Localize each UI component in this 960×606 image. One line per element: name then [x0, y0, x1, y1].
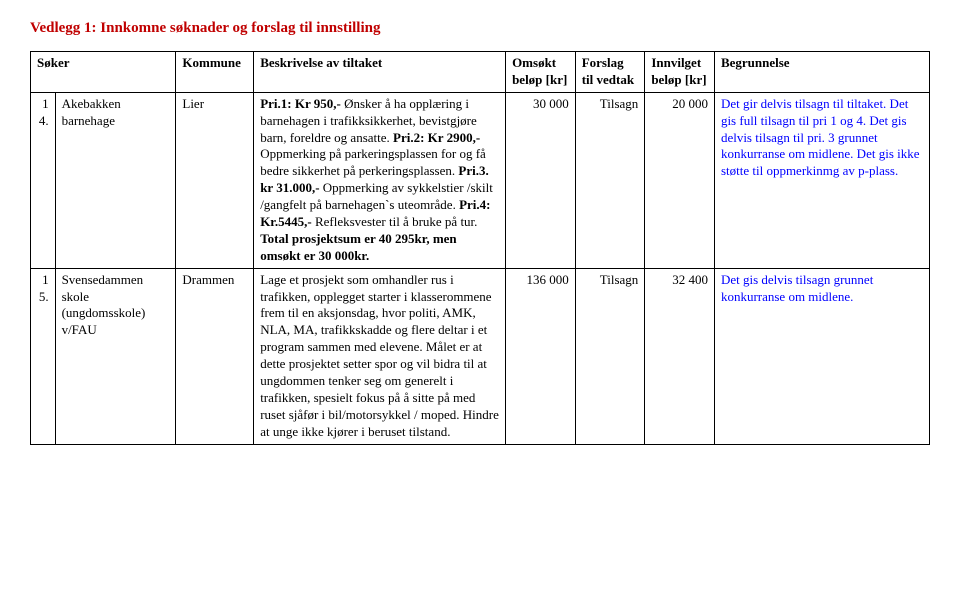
col-forslag-header: Forslag til vedtak — [575, 52, 645, 93]
pri2-label: Pri.2: Kr 2900,- — [393, 130, 480, 145]
page-title: Vedlegg 1: Innkomne søknader og forslag … — [30, 20, 930, 37]
row-omsokt: 136 000 — [506, 268, 576, 444]
table-row: 14. Akebakken barnehage Lier Pri.1: Kr 9… — [31, 92, 930, 268]
innvilget-l2: beløp [kr] — [651, 72, 706, 87]
row-omsokt: 30 000 — [506, 92, 576, 268]
col-beskrivelse-header: Beskrivelse av tiltaket — [254, 52, 506, 93]
row-kommune: Drammen — [176, 268, 254, 444]
row-begrunnelse: Det gir delvis tilsagn til tiltaket. Det… — [714, 92, 929, 268]
omsokt-l1: Omsøkt — [512, 55, 556, 70]
row-begrunnelse: Det gis delvis tilsagn grunnet konkurran… — [714, 268, 929, 444]
row-innvilget: 20 000 — [645, 92, 715, 268]
total-text: Total prosjektsum er 40 295kr, men omsøk… — [260, 231, 456, 263]
pri4-text: Refleksvester til å bruke på tur. — [312, 214, 478, 229]
row-num: 14. — [31, 92, 56, 268]
col-innvilget-header: Innvilget beløp [kr] — [645, 52, 715, 93]
row-soker: Svensedammen skole (ungdomsskole) v/FAU — [55, 268, 176, 444]
col-begrunnelse-header: Begrunnelse — [714, 52, 929, 93]
table-row: 15. Svensedammen skole (ungdomsskole) v/… — [31, 268, 930, 444]
row-beskrivelse: Lage et prosjekt som omhandler rus i tra… — [254, 268, 506, 444]
row-forslag: Tilsagn — [575, 268, 645, 444]
omsokt-l2: beløp [kr] — [512, 72, 567, 87]
row-innvilget: 32 400 — [645, 268, 715, 444]
row-beskrivelse: Pri.1: Kr 950,- Ønsker å ha opplæring i … — [254, 92, 506, 268]
row-num: 15. — [31, 268, 56, 444]
row-soker: Akebakken barnehage — [55, 92, 176, 268]
col-kommune-header: Kommune — [176, 52, 254, 93]
innvilget-l1: Innvilget — [651, 55, 701, 70]
row-kommune: Lier — [176, 92, 254, 268]
col-omsokt-header: Omsøkt beløp [kr] — [506, 52, 576, 93]
forslag-l2: til vedtak — [582, 72, 634, 87]
pri1-label: Pri.1: Kr 950,- — [260, 96, 341, 111]
table-header-row: Søker Kommune Beskrivelse av tiltaket Om… — [31, 52, 930, 93]
row-forslag: Tilsagn — [575, 92, 645, 268]
pri2-text: Oppmerking på parkeringsplassen for og f… — [260, 146, 486, 178]
applications-table: Søker Kommune Beskrivelse av tiltaket Om… — [30, 51, 930, 445]
forslag-l1: Forslag — [582, 55, 624, 70]
col-soker-header: Søker — [31, 52, 176, 93]
